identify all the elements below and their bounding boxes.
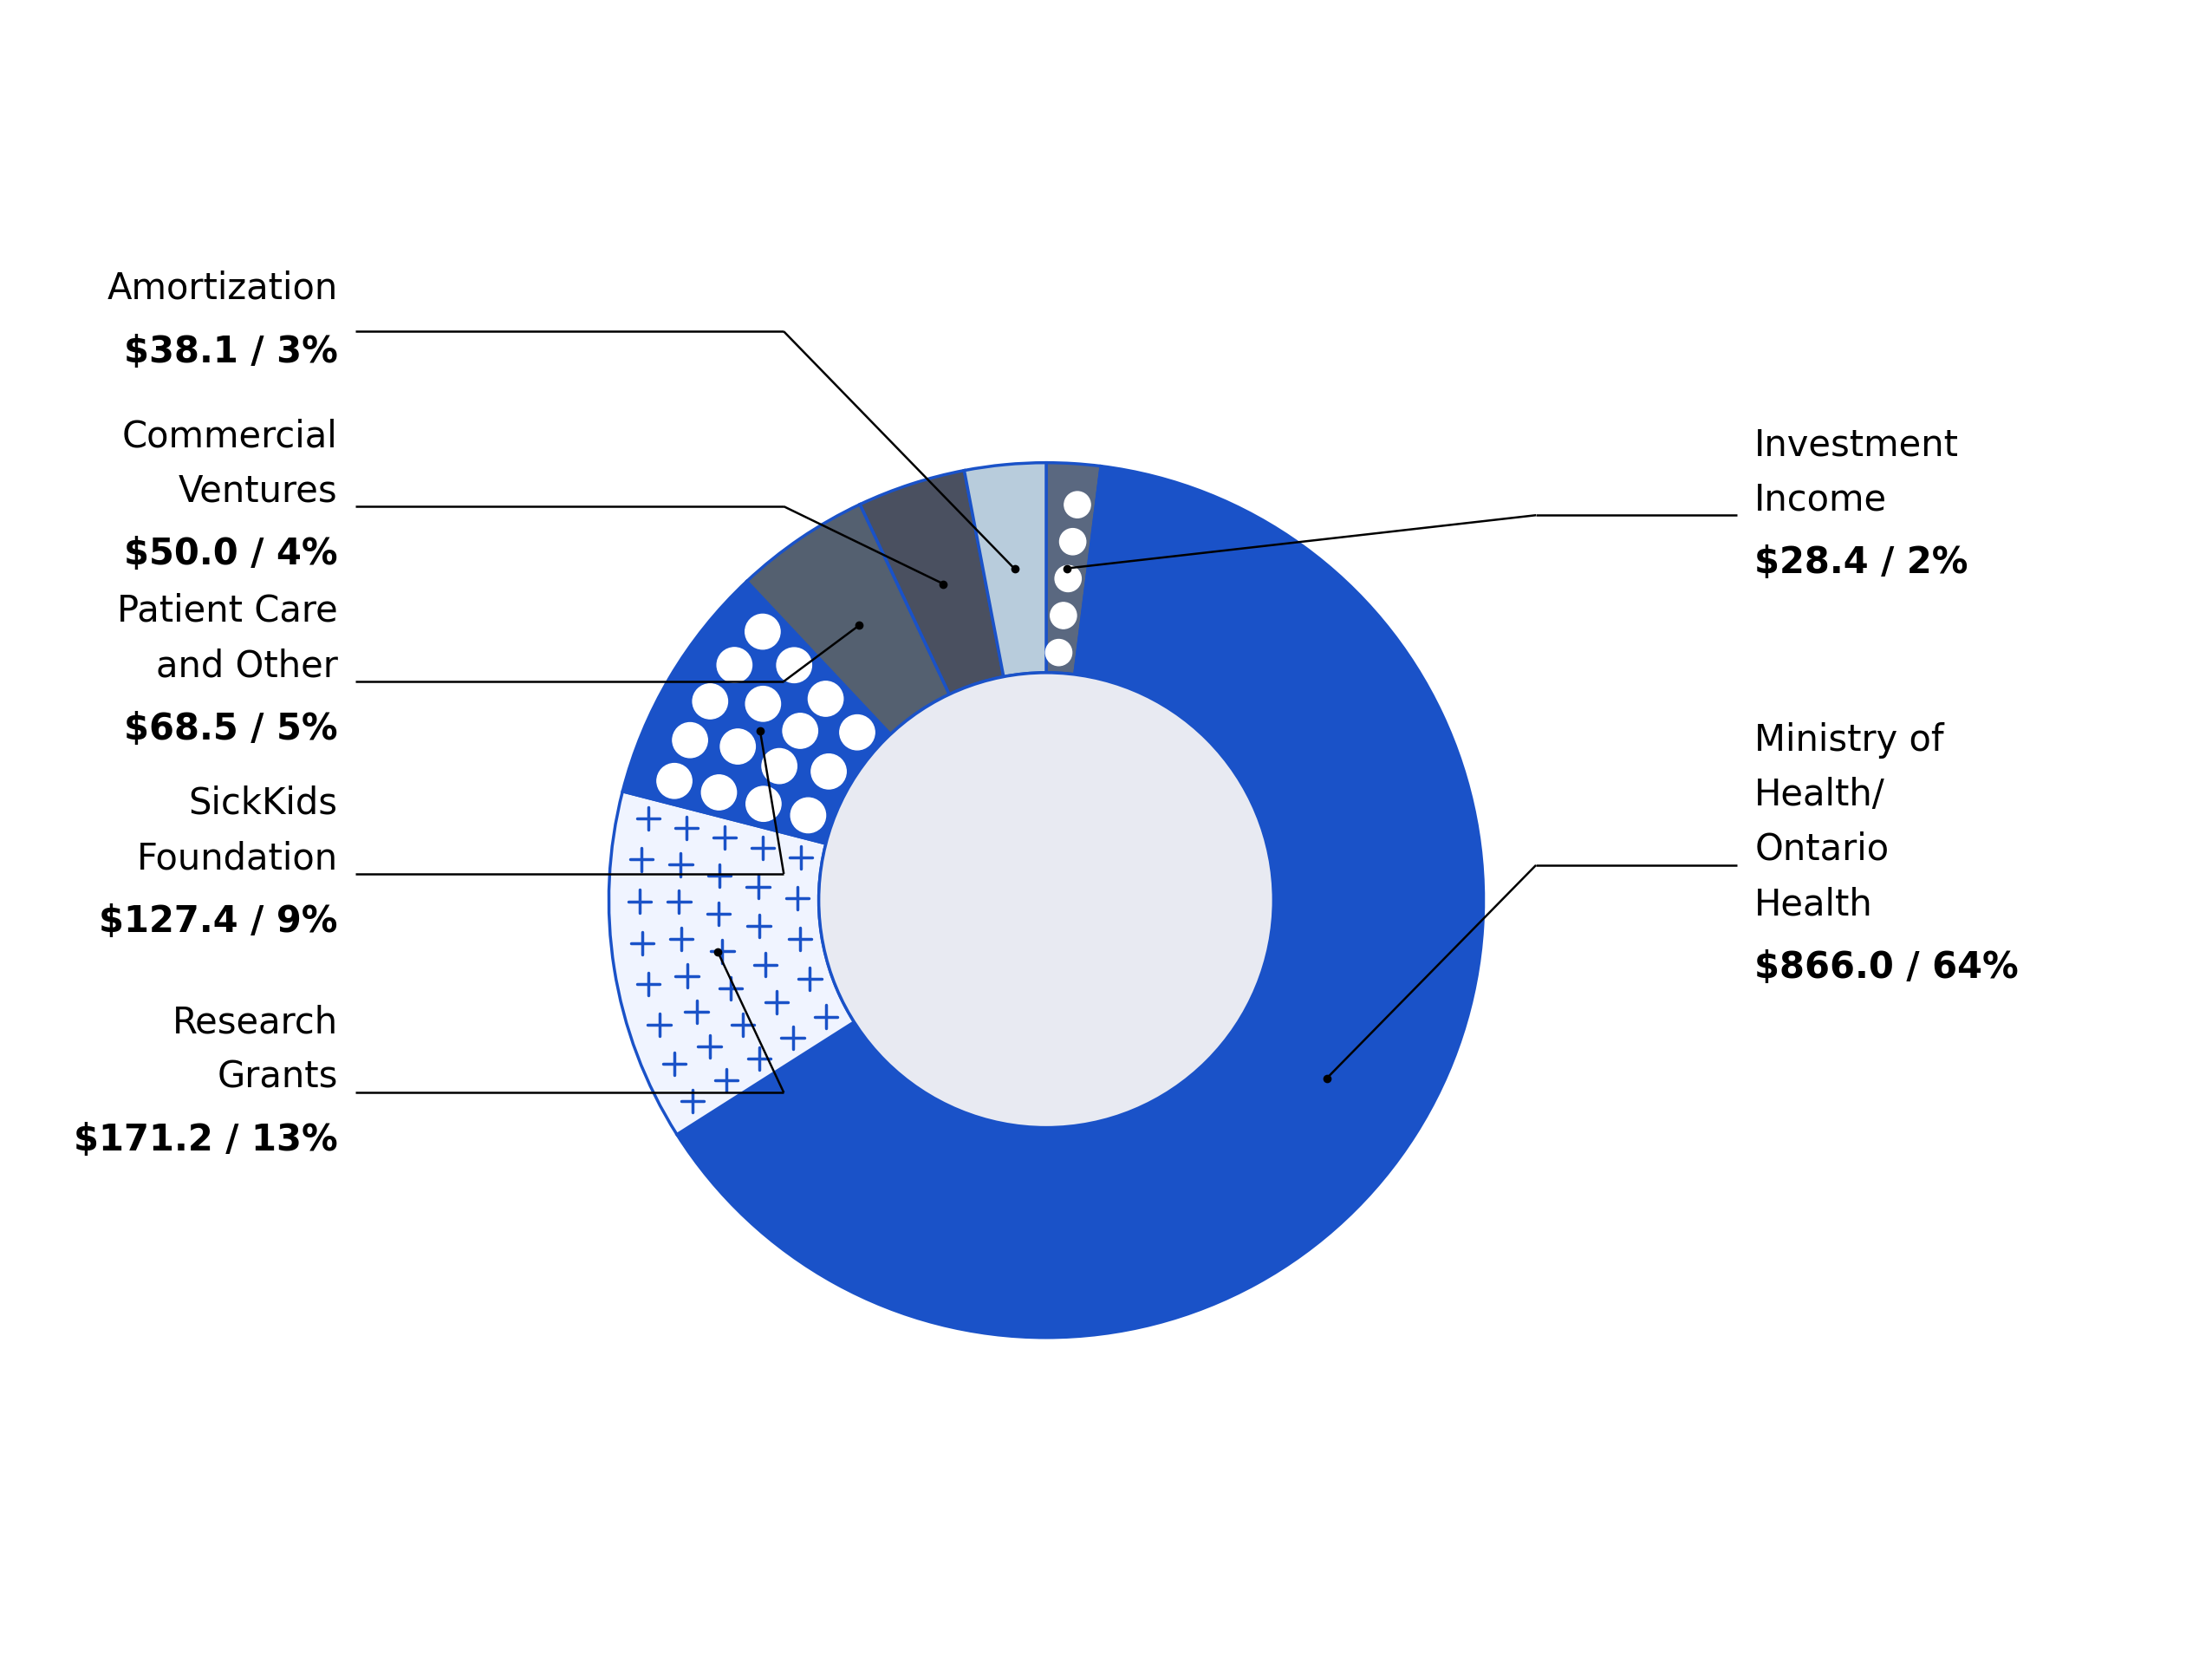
Circle shape xyxy=(1064,492,1091,519)
Text: Research: Research xyxy=(173,1003,338,1040)
Text: Income: Income xyxy=(1754,481,1887,518)
Circle shape xyxy=(790,799,825,832)
Circle shape xyxy=(1060,529,1086,556)
Circle shape xyxy=(841,715,874,750)
Text: Ministry of: Ministry of xyxy=(1754,722,1944,759)
Circle shape xyxy=(721,730,754,764)
Text: Grants: Grants xyxy=(217,1059,338,1095)
Circle shape xyxy=(1046,640,1073,667)
Circle shape xyxy=(745,687,781,722)
Wedge shape xyxy=(964,464,1046,677)
Wedge shape xyxy=(860,471,1004,695)
Circle shape xyxy=(807,682,843,717)
Wedge shape xyxy=(1046,464,1102,675)
Text: $866.0 / 64%: $866.0 / 64% xyxy=(1754,950,2020,985)
Circle shape xyxy=(1055,566,1082,593)
Text: Ventures: Ventures xyxy=(179,472,338,509)
Circle shape xyxy=(672,724,708,759)
Text: $171.2 / 13%: $171.2 / 13% xyxy=(73,1122,338,1157)
Circle shape xyxy=(657,764,692,799)
Circle shape xyxy=(776,648,812,683)
Wedge shape xyxy=(622,581,891,844)
Text: Investment: Investment xyxy=(1754,427,1960,462)
Text: $28.4 / 2%: $28.4 / 2% xyxy=(1754,544,1969,581)
Circle shape xyxy=(745,787,781,822)
Circle shape xyxy=(701,776,737,811)
Circle shape xyxy=(717,648,752,683)
Text: Health/: Health/ xyxy=(1754,776,1885,812)
Text: Ontario: Ontario xyxy=(1754,831,1889,868)
Circle shape xyxy=(761,749,796,784)
Circle shape xyxy=(783,714,818,749)
Text: $38.1 / 3%: $38.1 / 3% xyxy=(124,333,338,370)
Circle shape xyxy=(692,685,728,719)
Circle shape xyxy=(812,754,847,789)
Wedge shape xyxy=(677,467,1484,1338)
Text: Health: Health xyxy=(1754,886,1874,921)
Circle shape xyxy=(745,615,781,650)
Text: $68.5 / 5%: $68.5 / 5% xyxy=(124,710,338,747)
Text: and Other: and Other xyxy=(155,647,338,683)
Circle shape xyxy=(818,673,1274,1127)
Text: Amortization: Amortization xyxy=(106,270,338,307)
Wedge shape xyxy=(608,792,854,1134)
Text: SickKids: SickKids xyxy=(188,786,338,821)
Text: $50.0 / 4%: $50.0 / 4% xyxy=(124,536,338,573)
Text: $127.4 / 9%: $127.4 / 9% xyxy=(100,903,338,940)
Text: Foundation: Foundation xyxy=(137,839,338,876)
Text: Commercial: Commercial xyxy=(122,417,338,454)
Wedge shape xyxy=(748,504,949,735)
Circle shape xyxy=(1051,603,1077,630)
Text: Patient Care: Patient Care xyxy=(117,593,338,630)
